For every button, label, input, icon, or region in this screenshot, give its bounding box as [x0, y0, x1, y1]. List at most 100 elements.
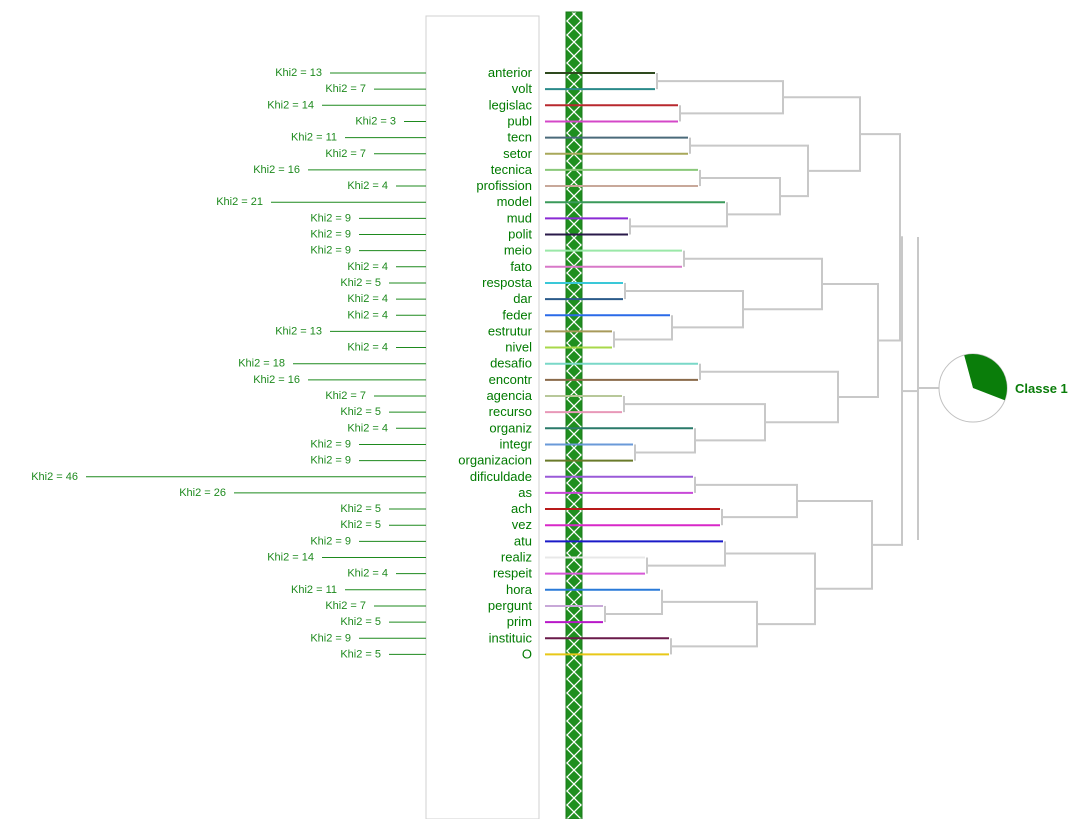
term-label[interactable]: agencia [486, 388, 532, 403]
term-label[interactable]: vez [512, 517, 532, 532]
term-label[interactable]: volt [512, 81, 533, 96]
tree-branch [783, 96, 861, 172]
tree-branch [684, 257, 823, 311]
khi2-label: Khi2 = 14 [267, 99, 314, 111]
tree-branch [614, 315, 673, 341]
khi2-label: Khi2 = 7 [325, 390, 366, 402]
tree-branch [822, 282, 879, 399]
khi2-label: Khi2 = 13 [275, 325, 322, 337]
khi2-label: Khi2 = 5 [340, 406, 381, 418]
tree-branch [662, 600, 758, 648]
tree-branch [690, 144, 809, 198]
tree-branch [647, 541, 726, 567]
term-label[interactable]: pergunt [488, 598, 532, 613]
term-label[interactable]: polit [508, 227, 532, 242]
class-pie-slice [964, 354, 1007, 401]
tree-branch [695, 483, 798, 519]
term-label[interactable]: legislac [489, 97, 533, 112]
khi2-label: Khi2 = 21 [216, 196, 263, 208]
tree-branch [700, 370, 839, 424]
term-label[interactable]: mud [507, 210, 532, 225]
khi2-label: Khi2 = 16 [253, 374, 300, 386]
tree-branch [700, 176, 781, 216]
term-label[interactable]: instituic [489, 630, 533, 645]
class-label: Classe 1 [1015, 381, 1068, 396]
term-label[interactable]: desafio [490, 356, 532, 371]
term-label[interactable]: anterior [488, 65, 533, 80]
term-label[interactable]: tecn [507, 130, 532, 145]
khi2-label: Khi2 = 9 [310, 229, 351, 241]
khi2-label: Khi2 = 11 [291, 132, 337, 144]
khi2-label: Khi2 = 4 [347, 261, 388, 273]
term-label[interactable]: integr [499, 436, 532, 451]
khi2-label: Khi2 = 13 [275, 67, 322, 79]
khi2-label: Khi2 = 9 [310, 245, 351, 257]
tree-branch [860, 133, 901, 342]
term-label[interactable]: realiz [501, 550, 532, 565]
khi2-label: Khi2 = 4 [347, 293, 388, 305]
khi2-label: Khi2 = 5 [340, 616, 381, 628]
tree-branch [635, 428, 696, 454]
term-label[interactable]: respeit [493, 566, 532, 581]
class-node[interactable]: Classe 1 [938, 353, 1068, 423]
term-label[interactable]: encontr [489, 372, 533, 387]
khi2-label: Khi2 = 5 [340, 503, 381, 515]
term-label[interactable]: hora [506, 582, 533, 597]
khi2-label: Khi2 = 26 [179, 487, 226, 499]
tree-branch [725, 552, 816, 626]
term-label[interactable]: dificuldade [470, 469, 532, 484]
term-label[interactable]: ach [511, 501, 532, 516]
khi2-label: Khi2 = 7 [325, 83, 366, 95]
term-label[interactable]: profission [476, 178, 532, 193]
term-label[interactable]: prim [507, 614, 532, 629]
term-label[interactable]: resposta [482, 275, 533, 290]
term-label[interactable]: fato [510, 259, 532, 274]
term-label[interactable]: recurso [489, 404, 532, 419]
term-label[interactable]: meio [504, 243, 532, 258]
khi2-label: Khi2 = 9 [310, 632, 351, 644]
khi2-label: Khi2 = 4 [347, 309, 388, 321]
tree-branch [657, 80, 784, 115]
term-label[interactable]: O [522, 646, 532, 661]
tree-branch [605, 589, 663, 616]
khi2-label: Khi2 = 4 [347, 342, 388, 354]
khi2-label: Khi2 = 9 [310, 535, 351, 547]
term-color-lines [545, 72, 725, 656]
khi2-label: Khi2 = 11 [291, 584, 337, 596]
khi2-label: Khi2 = 9 [310, 212, 351, 224]
term-label[interactable]: tecnica [491, 162, 533, 177]
term-label[interactable]: dar [513, 291, 532, 306]
khi2-label: Khi2 = 5 [340, 519, 381, 531]
khi2-label: Khi2 = 7 [325, 600, 366, 612]
tree-branch [630, 202, 728, 228]
term-label[interactable]: organizacion [458, 453, 532, 468]
class-band [565, 11, 583, 819]
khi2-label: Khi2 = 5 [340, 277, 381, 289]
term-label[interactable]: feder [502, 307, 532, 322]
tree-branch [625, 290, 744, 329]
khi2-label: Khi2 = 46 [31, 471, 78, 483]
khi2-label: Khi2 = 4 [347, 568, 388, 580]
khi2-label: Khi2 = 3 [355, 115, 396, 127]
term-label[interactable]: as [518, 485, 532, 500]
khi2-label: Khi2 = 9 [310, 438, 351, 450]
tree-branch [797, 499, 873, 590]
khi2-label: Khi2 = 16 [253, 164, 300, 176]
khi2-label: Khi2 = 18 [238, 358, 285, 370]
term-label[interactable]: nivel [505, 340, 532, 355]
term-label[interactable]: setor [503, 146, 533, 161]
term-label[interactable]: estrutur [488, 323, 533, 338]
term-label[interactable]: organiz [489, 420, 532, 435]
khi2-label: Khi2 = 9 [310, 455, 351, 467]
term-label[interactable]: publ [507, 113, 532, 128]
dendrogram-tree [604, 73, 939, 655]
khi2-label: Khi2 = 4 [347, 422, 388, 434]
khi2-label: Khi2 = 5 [340, 648, 381, 660]
term-label[interactable]: model [497, 194, 533, 209]
khi2-label: Khi2 = 4 [347, 180, 388, 192]
term-label[interactable]: atu [514, 533, 532, 548]
khi2-label: Khi2 = 14 [267, 552, 314, 564]
